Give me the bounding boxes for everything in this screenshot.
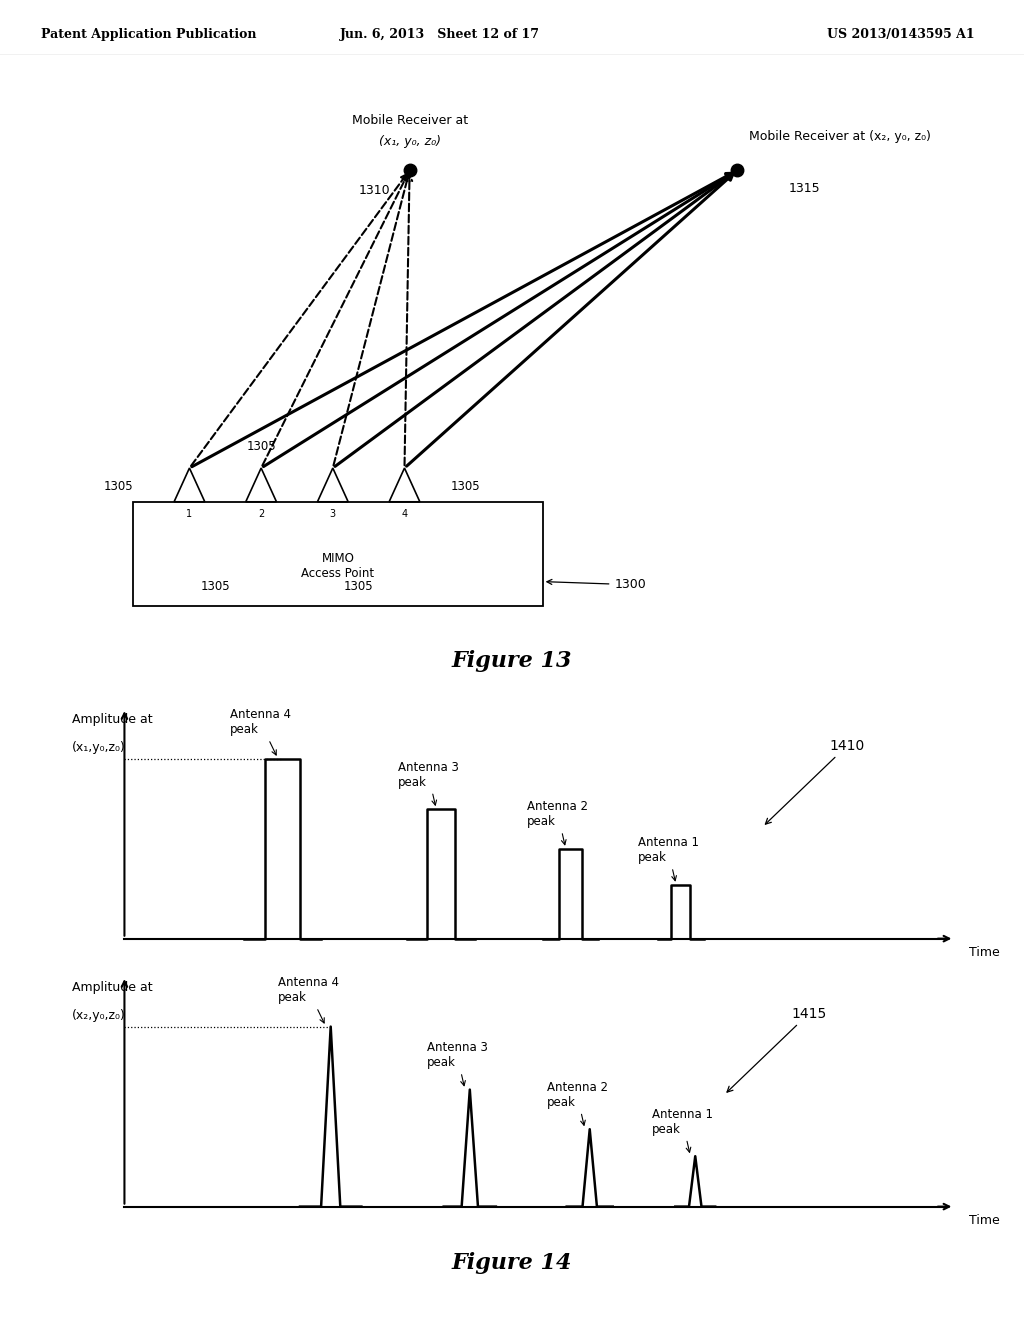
Text: Jun. 6, 2013   Sheet 12 of 17: Jun. 6, 2013 Sheet 12 of 17 <box>340 28 541 41</box>
Text: 1415: 1415 <box>727 1007 826 1092</box>
Text: Antenna 1
peak: Antenna 1 peak <box>638 837 698 880</box>
Text: US 2013/0143595 A1: US 2013/0143595 A1 <box>827 28 975 41</box>
Text: Antenna 4
peak: Antenna 4 peak <box>278 977 339 1023</box>
Text: 1305: 1305 <box>247 440 275 453</box>
Polygon shape <box>174 469 205 502</box>
Text: MIMO
Access Point: MIMO Access Point <box>301 552 375 581</box>
Text: 1305: 1305 <box>201 579 229 593</box>
Text: Figure 14: Figure 14 <box>452 1253 572 1274</box>
Text: Antenna 2
peak: Antenna 2 peak <box>527 800 589 845</box>
Text: (x₁,y₀,z₀): (x₁,y₀,z₀) <box>72 742 125 754</box>
Text: Antenna 1
peak: Antenna 1 peak <box>652 1107 713 1152</box>
Text: 1: 1 <box>186 510 193 519</box>
Text: 3: 3 <box>330 510 336 519</box>
Polygon shape <box>246 469 276 502</box>
Text: Antenna 4
peak: Antenna 4 peak <box>230 709 291 755</box>
Text: 4: 4 <box>401 510 408 519</box>
Text: Antenna 3
peak: Antenna 3 peak <box>427 1041 487 1085</box>
Text: 2: 2 <box>258 510 264 519</box>
Text: (x₁, y₀, z₀): (x₁, y₀, z₀) <box>379 135 440 148</box>
Text: 1300: 1300 <box>547 578 646 591</box>
Text: 1305: 1305 <box>451 480 480 492</box>
Polygon shape <box>317 469 348 502</box>
Text: 1410: 1410 <box>765 739 865 824</box>
Text: Mobile Receiver at: Mobile Receiver at <box>351 115 468 127</box>
Text: 1305: 1305 <box>344 579 373 593</box>
Text: Amplitude at: Amplitude at <box>72 713 153 726</box>
Text: Antenna 2
peak: Antenna 2 peak <box>547 1081 607 1125</box>
Text: Figure 13: Figure 13 <box>452 651 572 672</box>
Text: 1315: 1315 <box>788 182 820 195</box>
Bar <box>133 502 543 606</box>
Text: Patent Application Publication: Patent Application Publication <box>41 28 256 41</box>
Text: 1310: 1310 <box>358 183 390 197</box>
Text: Amplitude at: Amplitude at <box>72 981 153 994</box>
Polygon shape <box>389 469 420 502</box>
Text: Time: Time <box>969 946 999 958</box>
Text: Antenna 3
peak: Antenna 3 peak <box>398 760 459 805</box>
Text: 1305: 1305 <box>103 480 133 492</box>
Text: Time: Time <box>969 1214 999 1226</box>
Text: (x₂,y₀,z₀): (x₂,y₀,z₀) <box>72 1010 125 1022</box>
Text: Mobile Receiver at (x₂, y₀, z₀): Mobile Receiver at (x₂, y₀, z₀) <box>749 129 931 143</box>
